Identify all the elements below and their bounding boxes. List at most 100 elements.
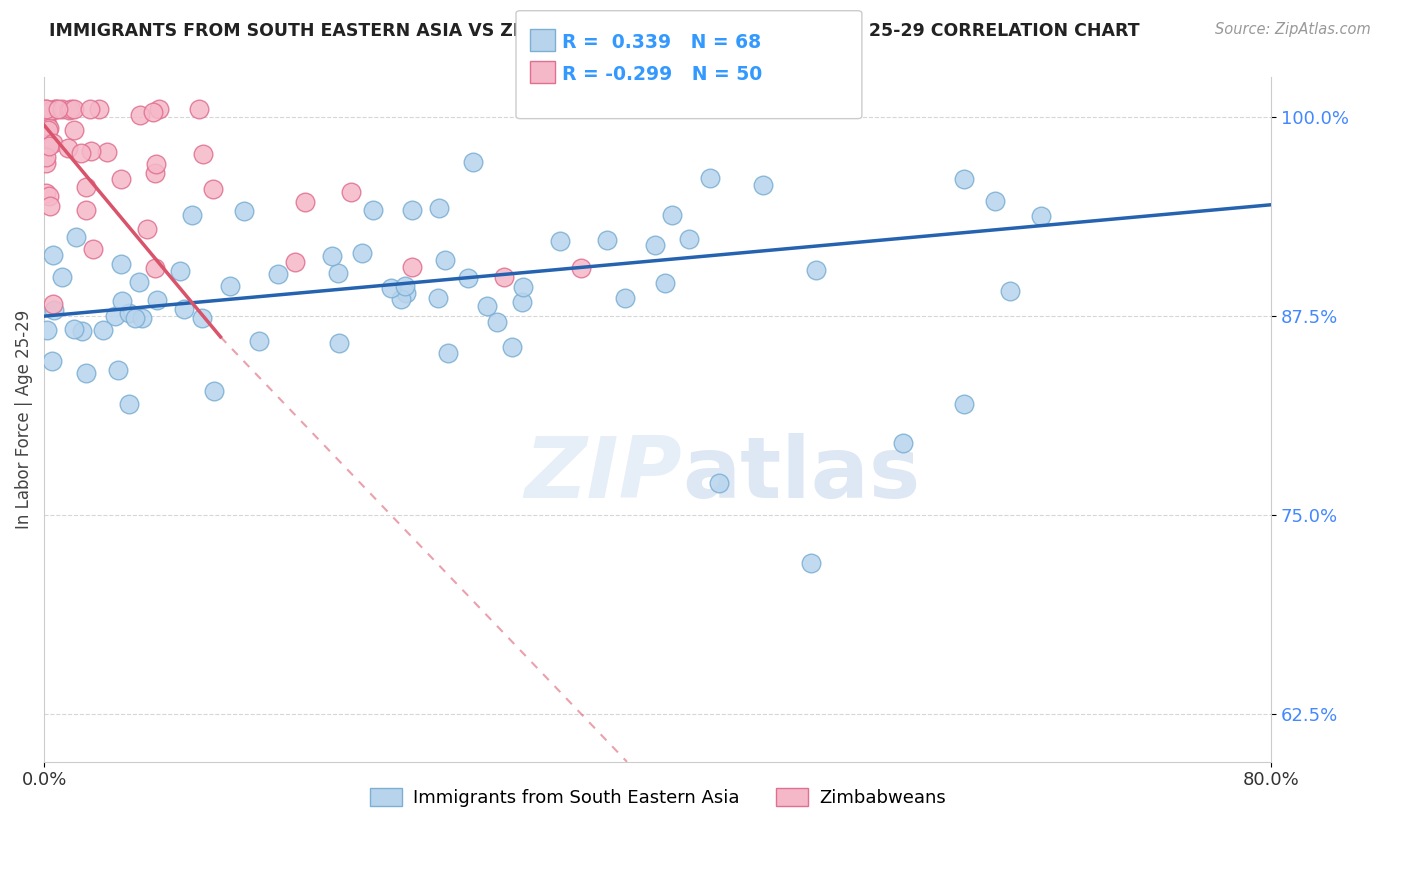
- Point: [267, 267, 290, 281]
- Point: [401, 260, 423, 274]
- Point: [38, 189, 60, 203]
- Point: [202, 182, 225, 196]
- Point: [44, 102, 66, 116]
- Point: [41, 353, 63, 368]
- Point: [548, 235, 571, 249]
- Point: [131, 311, 153, 326]
- Point: [143, 166, 166, 180]
- Point: [96, 145, 118, 159]
- Legend: Immigrants from South Eastern Asia, Zimbabweans: Immigrants from South Eastern Asia, Zimb…: [363, 780, 953, 814]
- Point: [173, 301, 195, 316]
- Point: [461, 155, 484, 169]
- Point: [145, 293, 167, 308]
- Point: [752, 178, 775, 192]
- Point: [35, 102, 58, 116]
- Text: R =  0.339   N = 68: R = 0.339 N = 68: [562, 33, 762, 52]
- Point: [79, 144, 101, 158]
- Point: [35, 186, 58, 200]
- Point: [1029, 210, 1052, 224]
- Point: [427, 201, 450, 215]
- Point: [361, 203, 384, 218]
- Point: [596, 233, 619, 247]
- Point: [142, 104, 165, 119]
- Point: [169, 263, 191, 277]
- Point: [613, 291, 636, 305]
- Point: [62, 123, 84, 137]
- Point: [437, 346, 460, 360]
- Point: [350, 246, 373, 260]
- Text: IMMIGRANTS FROM SOUTH EASTERN ASIA VS ZIMBABWEAN IN LABOR FORCE | AGE 25-29 CORR: IMMIGRANTS FROM SOUTH EASTERN ASIA VS ZI…: [49, 22, 1140, 40]
- Point: [457, 271, 479, 285]
- Point: [321, 248, 343, 262]
- Point: [62, 102, 84, 116]
- Point: [37, 122, 59, 136]
- Point: [328, 266, 350, 280]
- Point: [34, 113, 56, 128]
- Point: [891, 436, 914, 450]
- Point: [37, 118, 59, 132]
- Point: [51, 270, 73, 285]
- Point: [42, 136, 65, 150]
- Text: ZIP: ZIP: [524, 433, 682, 516]
- Point: [39, 103, 62, 117]
- Point: [644, 238, 666, 252]
- Point: [510, 294, 533, 309]
- Point: [661, 208, 683, 222]
- Point: [143, 261, 166, 276]
- Point: [56, 141, 79, 155]
- Point: [35, 156, 58, 170]
- Point: [82, 243, 104, 257]
- Point: [145, 157, 167, 171]
- Point: [79, 102, 101, 116]
- Point: [953, 397, 976, 411]
- Point: [699, 170, 721, 185]
- Point: [69, 145, 91, 160]
- Point: [118, 397, 141, 411]
- Point: [136, 222, 159, 236]
- Text: R = -0.299   N = 50: R = -0.299 N = 50: [562, 65, 762, 84]
- Point: [41, 297, 63, 311]
- Point: [87, 102, 110, 116]
- Point: [433, 252, 456, 267]
- Point: [104, 310, 127, 324]
- Point: [42, 303, 65, 318]
- Point: [678, 231, 700, 245]
- Point: [38, 139, 60, 153]
- Point: [128, 108, 150, 122]
- Point: [188, 102, 211, 116]
- Point: [35, 150, 58, 164]
- Point: [953, 171, 976, 186]
- Point: [58, 103, 80, 117]
- Point: [389, 292, 412, 306]
- Point: [107, 362, 129, 376]
- Point: [707, 476, 730, 491]
- Point: [65, 229, 87, 244]
- Point: [202, 384, 225, 399]
- Point: [75, 366, 97, 380]
- Point: [394, 279, 416, 293]
- Point: [512, 280, 534, 294]
- Point: [501, 340, 523, 354]
- Point: [37, 323, 59, 337]
- Point: [35, 136, 58, 151]
- Text: Source: ZipAtlas.com: Source: ZipAtlas.com: [1215, 22, 1371, 37]
- Point: [51, 102, 73, 116]
- Point: [800, 556, 823, 570]
- Point: [426, 291, 449, 305]
- Point: [395, 286, 418, 301]
- Point: [62, 322, 84, 336]
- Point: [75, 202, 97, 217]
- Text: atlas: atlas: [682, 433, 921, 516]
- Point: [475, 299, 498, 313]
- Point: [328, 335, 350, 350]
- Point: [72, 325, 94, 339]
- Point: [124, 310, 146, 325]
- Point: [34, 102, 56, 116]
- Point: [91, 323, 114, 337]
- Point: [110, 172, 132, 186]
- Point: [191, 147, 214, 161]
- Point: [340, 185, 363, 199]
- Point: [111, 294, 134, 309]
- Point: [38, 121, 60, 136]
- Point: [654, 276, 676, 290]
